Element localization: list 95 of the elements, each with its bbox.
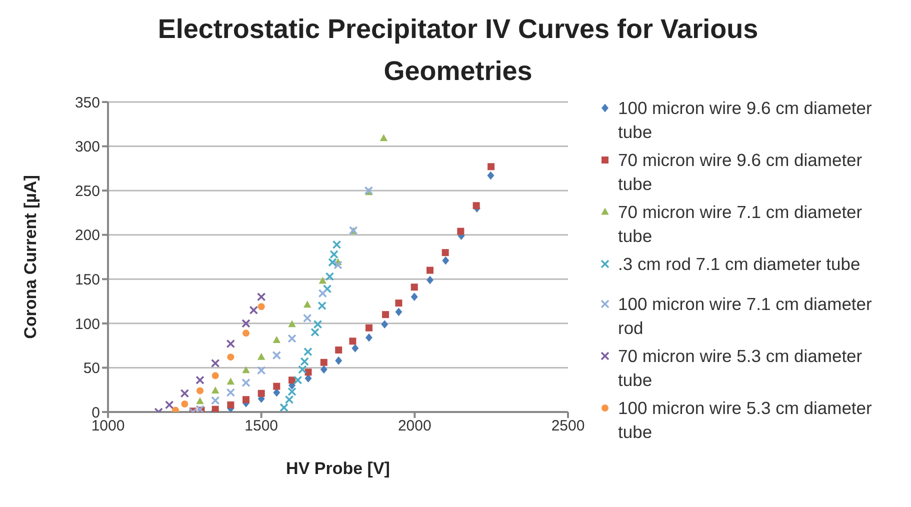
point	[426, 276, 434, 284]
point	[256, 292, 266, 302]
point	[330, 250, 338, 259]
y-tick-label: 150	[74, 271, 100, 288]
point	[164, 400, 174, 410]
legend-label: .3 cm rod 7.1 cm diameter tube	[618, 253, 860, 276]
point	[303, 300, 312, 308]
point	[487, 171, 494, 180]
point	[395, 308, 402, 316]
x-tick-label: 2000	[398, 418, 432, 435]
point	[280, 403, 288, 412]
point	[365, 324, 372, 332]
point	[488, 163, 495, 170]
point	[334, 260, 342, 270]
x-axis-title: HV Probe [V]	[286, 459, 390, 478]
point	[335, 356, 342, 365]
point	[320, 358, 328, 366]
legend-label: 100 micron wire 9.6 cm diameter tube	[618, 97, 873, 144]
point	[226, 378, 235, 385]
y-axis-title: Corona Current [µA]	[21, 175, 40, 339]
point	[196, 376, 204, 385]
point	[258, 303, 265, 310]
point	[325, 272, 334, 281]
point	[242, 319, 250, 328]
point	[256, 366, 266, 375]
point	[328, 258, 337, 267]
point	[227, 401, 234, 408]
point	[181, 400, 188, 408]
point	[442, 249, 449, 256]
legend-label: 70 micron wire 7.1 cm diameter tube	[618, 201, 864, 248]
point	[272, 336, 281, 344]
point	[332, 240, 342, 249]
point	[288, 334, 296, 343]
point	[242, 396, 250, 404]
point	[322, 284, 332, 294]
point	[258, 390, 265, 397]
point	[310, 328, 320, 337]
point	[293, 376, 302, 385]
point	[227, 354, 234, 361]
point	[320, 365, 328, 374]
legend-label: 70 micron wire 9.6 cm diameter tube	[618, 149, 864, 196]
point	[300, 357, 309, 366]
point	[211, 386, 220, 394]
point	[210, 396, 220, 405]
point	[226, 388, 236, 397]
point	[273, 382, 280, 390]
point	[242, 330, 250, 337]
legend-label: 100 micron wire 7.1 cm diameter rod	[618, 293, 873, 340]
point	[381, 320, 388, 329]
point	[318, 301, 326, 310]
x-tick-label: 2500	[551, 418, 585, 435]
y-tick-label: 200	[74, 227, 100, 244]
x-tick-label: 1500	[244, 418, 278, 435]
y-tick-label: 300	[74, 138, 100, 156]
point	[226, 339, 236, 348]
point	[318, 276, 327, 284]
point	[442, 256, 450, 265]
point	[196, 387, 204, 394]
point	[284, 395, 294, 404]
point	[318, 288, 328, 298]
point	[257, 352, 266, 360]
point	[298, 365, 307, 374]
point	[304, 368, 312, 376]
point	[242, 378, 250, 388]
point	[335, 346, 342, 354]
point	[472, 202, 480, 210]
point	[382, 311, 390, 318]
point	[242, 366, 250, 374]
chart-title: Electrostatic Precipitator IV Curves for Various Geometries	[156, 13, 760, 88]
point	[352, 344, 359, 352]
y-tick-label: 100	[74, 316, 100, 333]
point	[212, 372, 219, 380]
point	[288, 387, 296, 396]
legend-label: 70 micron wire 5.3 cm diameter tube	[618, 345, 864, 392]
point	[288, 320, 296, 328]
point	[426, 266, 434, 274]
legend-label: 100 micron wire 5.3 cm diameter tube	[618, 397, 873, 444]
point	[272, 350, 282, 360]
point	[349, 338, 356, 345]
y-tick-label: 350	[74, 94, 100, 112]
point	[313, 320, 322, 329]
point	[210, 358, 220, 368]
point	[249, 306, 258, 315]
point	[180, 389, 190, 398]
point	[395, 300, 402, 307]
point	[380, 134, 388, 142]
point	[365, 333, 372, 342]
point	[410, 292, 418, 302]
y-tick-label: 50	[83, 360, 100, 378]
point	[410, 284, 418, 291]
y-tick-label: 250	[74, 182, 100, 200]
point	[304, 347, 312, 356]
point	[457, 228, 464, 235]
point	[302, 314, 312, 323]
point	[196, 397, 204, 404]
